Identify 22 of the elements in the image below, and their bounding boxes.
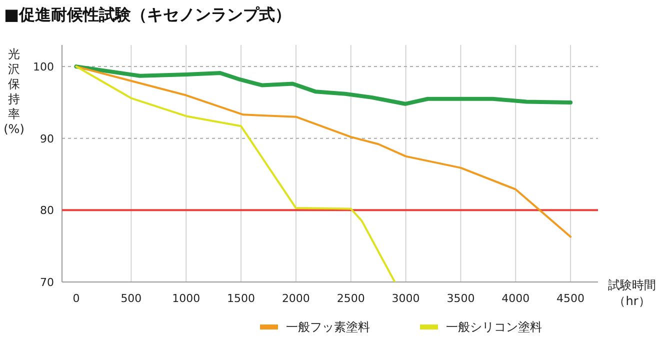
legend-label: 一般シリコン塗料 [446, 320, 542, 334]
y-tick-label: 80 [40, 204, 54, 218]
x-tick-label: 1000 [172, 292, 200, 305]
x-tick-label: 2000 [282, 292, 310, 305]
x-tick-label: 4500 [556, 292, 585, 305]
x-tick-label: 4000 [502, 292, 530, 305]
line-series [74, 64, 573, 106]
x-tick-label: 1500 [227, 292, 256, 305]
x-axis-title: 試験時間（hr） [608, 278, 656, 308]
x-tick-label: 2500 [336, 292, 365, 305]
line-series [75, 66, 396, 282]
x-tick-label: 3500 [446, 292, 475, 305]
y-tick-label: 100 [33, 60, 54, 74]
x-tick-label: 3000 [392, 292, 420, 305]
y-axis-title: 光沢保持率(%) [4, 47, 24, 136]
y-tick-label: 90 [40, 132, 54, 146]
x-tick-label: 0 [72, 292, 80, 305]
x-tick-label: 500 [120, 292, 142, 305]
chart-title: ■促進耐候性試験（キセノンランプ式） [4, 5, 292, 24]
line-series [75, 66, 572, 238]
legend-label: 一般フッ素塗料 [286, 320, 370, 334]
y-tick-label: 70 [40, 276, 54, 289]
